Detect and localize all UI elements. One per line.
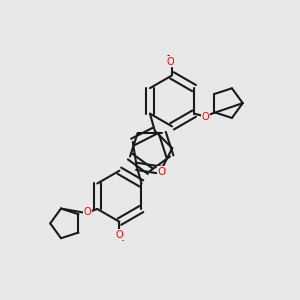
Text: O: O (158, 167, 166, 177)
Text: O: O (202, 112, 209, 122)
Text: O: O (116, 230, 123, 240)
Text: O: O (167, 57, 174, 67)
Text: O: O (84, 207, 91, 217)
